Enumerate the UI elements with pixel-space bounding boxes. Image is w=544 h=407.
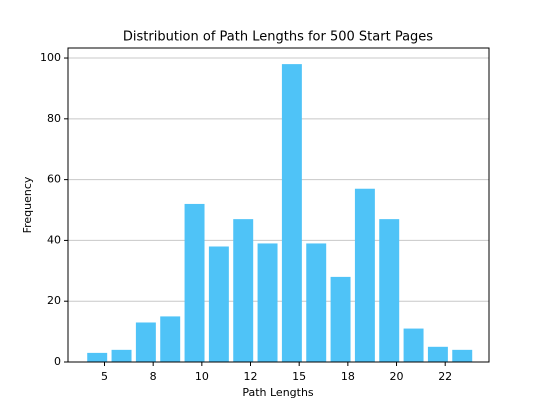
y-tick-label: 0 xyxy=(54,355,61,368)
y-tick-label: 100 xyxy=(40,51,61,64)
bar xyxy=(184,203,205,362)
bar xyxy=(306,243,327,362)
bar xyxy=(111,349,132,362)
bar xyxy=(330,276,351,362)
bar xyxy=(379,219,400,362)
bar xyxy=(233,219,254,362)
x-tick-label: 10 xyxy=(195,370,209,383)
chart-title: Distribution of Path Lengths for 500 Sta… xyxy=(123,30,433,45)
x-axis-label: Path Lengths xyxy=(242,386,314,399)
bar xyxy=(135,322,156,362)
bar xyxy=(281,64,302,363)
plot-frame xyxy=(67,47,490,363)
y-tick-label: 40 xyxy=(47,233,61,246)
y-tick-label: 80 xyxy=(47,112,61,125)
x-tick-label: 15 xyxy=(292,370,306,383)
bar xyxy=(208,246,229,362)
x-tick-label: 22 xyxy=(438,370,452,383)
x-tick-label: 12 xyxy=(244,370,258,383)
bar xyxy=(452,349,473,362)
bar xyxy=(427,346,448,362)
y-axis-label: Frequency xyxy=(21,176,34,233)
x-tick-label: 8 xyxy=(150,370,157,383)
x-tick-label: 18 xyxy=(341,370,355,383)
bar xyxy=(403,328,424,362)
y-tick-label: 20 xyxy=(47,294,61,307)
x-tick-label: 5 xyxy=(101,370,108,383)
bar xyxy=(160,316,181,362)
x-tick-label: 20 xyxy=(390,370,404,383)
bar xyxy=(354,188,375,362)
bar xyxy=(257,243,278,362)
bar xyxy=(87,352,108,362)
y-tick-label: 60 xyxy=(47,173,61,186)
